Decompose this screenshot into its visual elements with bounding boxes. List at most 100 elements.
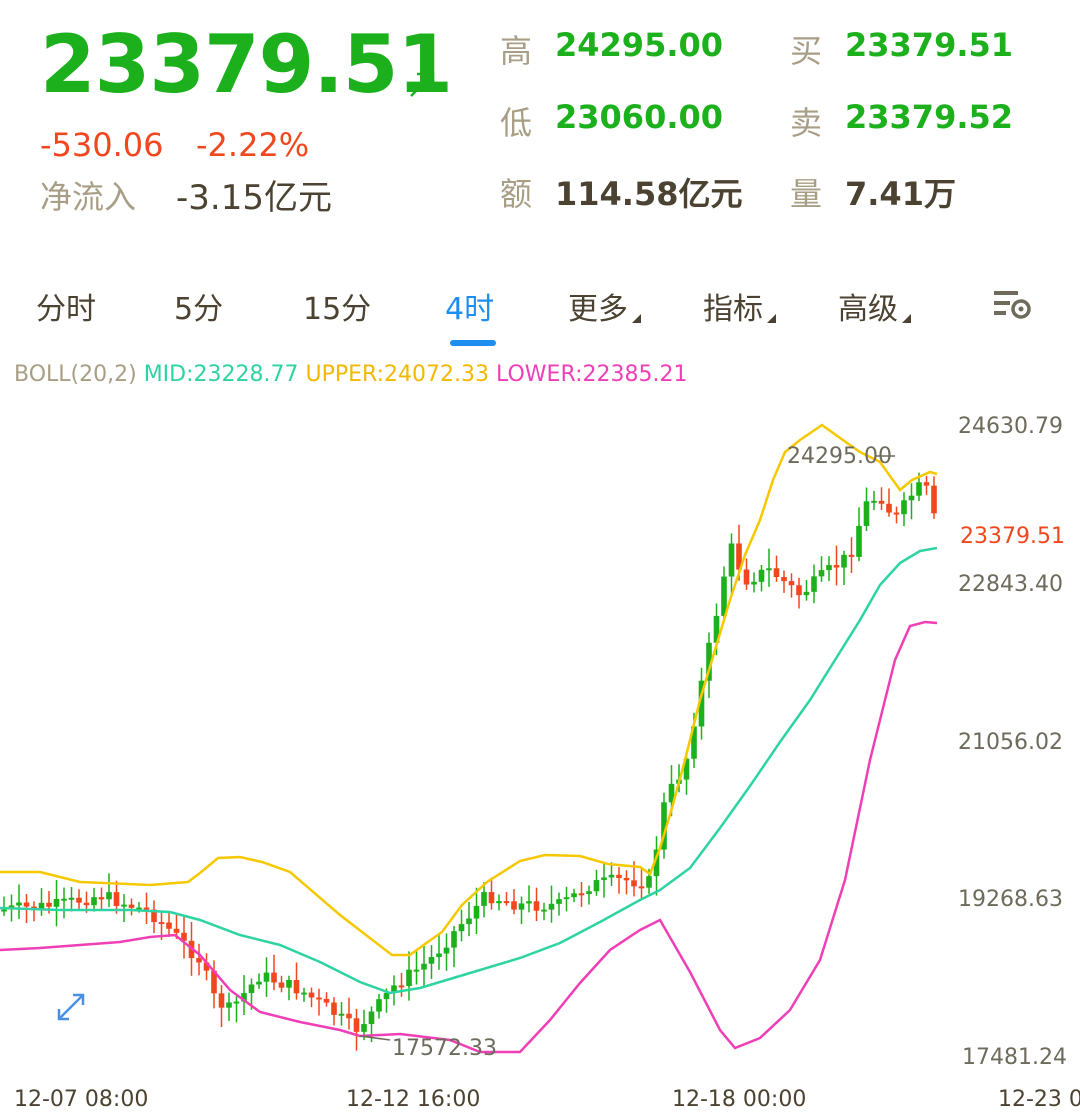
y-axis-label: 19268.63	[958, 887, 1063, 912]
candle-body	[691, 726, 697, 759]
candle-body	[788, 581, 795, 586]
candle-body	[766, 568, 772, 571]
candle-body	[908, 495, 915, 501]
tab-15min[interactable]: 15分	[303, 292, 372, 327]
candle-body	[436, 953, 442, 958]
boll-legend: BOLL(20,2) MID:23228.77 UPPER:24072.33 L…	[14, 362, 687, 387]
active-tab-indicator	[450, 340, 496, 346]
candle-body	[323, 998, 330, 1003]
candle-body	[301, 992, 307, 995]
y-axis-label: 22843.40	[958, 572, 1063, 597]
low-label: 低	[500, 104, 533, 142]
tab-5min[interactable]: 5分	[174, 292, 224, 327]
candle-body	[278, 982, 285, 988]
candle-body	[346, 1013, 352, 1019]
amount-label: 额	[500, 175, 533, 213]
candle-body	[653, 849, 660, 877]
tab-4hour[interactable]: 4时	[445, 292, 495, 327]
candle-body	[16, 902, 22, 906]
expand-arrows-icon[interactable]	[54, 990, 88, 1024]
candle-body	[863, 501, 870, 526]
y-axis-label: 21056.02	[958, 730, 1063, 755]
candle-body	[166, 922, 172, 929]
boll-upper-line	[0, 423, 938, 957]
boll-upper: UPPER:24072.33	[305, 362, 490, 387]
candle-body	[443, 947, 450, 954]
candle-body	[841, 554, 847, 568]
candle-body	[541, 909, 547, 912]
candle-body	[38, 902, 45, 910]
candle-body	[331, 1002, 337, 1015]
candle-body	[601, 877, 607, 881]
candle-body	[451, 931, 457, 948]
candle-body	[121, 904, 127, 907]
candle-body	[46, 902, 52, 907]
amount-value: 114.58亿元	[555, 175, 743, 213]
candle-body	[218, 993, 225, 1008]
candle-body	[481, 892, 487, 906]
candle-body	[316, 997, 322, 1000]
high-value: 24295.00	[555, 26, 724, 64]
candle-body	[736, 543, 742, 570]
candle-body	[421, 963, 427, 970]
candle-body	[511, 901, 517, 910]
candle-body	[263, 972, 270, 982]
sell-value: 23379.52	[845, 98, 1014, 136]
candle-body	[428, 957, 435, 964]
candle-body	[533, 901, 540, 911]
candle-body	[293, 980, 300, 994]
candle-body	[743, 569, 750, 585]
candle-body	[556, 899, 562, 904]
tab-advanced[interactable]: 高级	[838, 284, 911, 328]
candle-body	[758, 569, 765, 582]
candle-body	[811, 576, 817, 592]
candle-body	[803, 591, 810, 596]
candle-body	[698, 680, 705, 727]
candle-body	[353, 1018, 360, 1032]
candle-body	[413, 969, 420, 972]
candle-body	[893, 512, 900, 515]
boll-lower-line	[0, 620, 938, 1054]
price-change-percent: -2.22%	[196, 126, 310, 164]
candle-body	[368, 1011, 375, 1025]
price-change: -530.06	[40, 126, 164, 164]
candle-body	[683, 758, 690, 780]
candle-body	[376, 999, 382, 1012]
candle-body	[496, 901, 502, 904]
candle-body	[128, 904, 135, 908]
candle-body	[518, 903, 525, 910]
candle-body	[151, 909, 157, 923]
candle-body	[871, 500, 877, 503]
candle-body	[616, 874, 622, 878]
candle-body	[383, 992, 390, 1000]
tab-more[interactable]: 更多	[568, 284, 641, 328]
tab-indicators[interactable]: 指标	[703, 284, 776, 328]
candle-body	[638, 886, 645, 889]
dropdown-triangle-icon	[632, 314, 641, 323]
boll-mid-line	[0, 546, 938, 995]
candle-body	[398, 985, 405, 988]
chart-settings-icon[interactable]	[992, 287, 1034, 321]
candle-body	[83, 902, 90, 906]
candle-body	[646, 876, 652, 888]
candle-body	[668, 783, 675, 803]
trend-arrow-icon	[410, 72, 435, 97]
candle-body	[1, 909, 7, 912]
candle-body	[586, 891, 592, 895]
x-axis-label: 12-23 0	[998, 1087, 1080, 1112]
candle-body	[526, 901, 532, 904]
candle-body	[338, 1013, 345, 1016]
candle-body	[466, 918, 472, 925]
candlestick-chart[interactable]: 24295.00 17572.33	[0, 390, 950, 1080]
candle-body	[631, 880, 637, 887]
candle-body	[751, 581, 757, 585]
candle-body	[233, 1001, 240, 1004]
candle-body	[578, 893, 585, 896]
candle-body	[923, 482, 930, 486]
candle-body	[61, 898, 67, 901]
tab-intraday[interactable]: 分时	[36, 292, 96, 327]
x-axis-label: 12-12 16:00	[346, 1087, 481, 1112]
net-inflow-value: -3.15亿元	[176, 178, 332, 218]
candle-body	[728, 543, 735, 577]
candle-body	[833, 565, 840, 568]
